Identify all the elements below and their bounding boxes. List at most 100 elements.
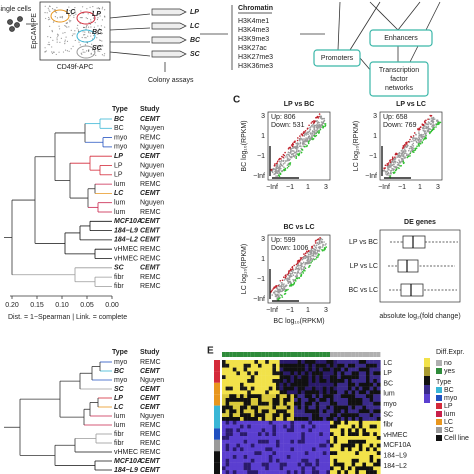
heat-cell [243,360,248,364]
colorbar [424,367,430,376]
heat-cell [225,398,230,402]
heat-cell [333,390,338,395]
heat-cell [315,466,320,471]
scatter-dot [281,282,284,284]
study-label: CEMT [140,404,161,411]
study-label: CEMT [140,395,161,402]
heat-cell [247,398,251,402]
scatter-dot [299,141,302,144]
heat-cell [344,420,349,425]
scatter-dot [392,171,395,174]
scatter-dot [315,126,318,129]
heat-cell [225,363,230,368]
heat-cell [290,382,295,387]
heat-cell [276,436,280,440]
scatter-dot [309,255,312,258]
heat-cell [297,428,302,433]
scatter-dot [318,130,320,132]
heat-cell [340,470,345,474]
heat-cell [247,405,251,410]
heat-cell [369,417,374,421]
heat-cell [297,367,302,372]
scatter-dot [319,237,321,239]
heat-cell [348,386,352,391]
scatter-dot [412,145,415,147]
facs-dot [48,41,50,43]
heat-cell [243,470,248,474]
heat-cell [297,458,302,463]
scatter-dot [316,115,319,118]
heat-cell [358,443,363,448]
heat-cell [279,443,284,448]
heat-cell [330,466,334,471]
heat-cell [283,375,287,380]
heat-cell [229,447,233,452]
axis-label: Dist. = 1−Spearman | Link. = complete [8,314,127,321]
diff-bar [243,352,248,357]
heat-cell [340,451,345,456]
heat-cell [301,401,305,406]
heat-cell [355,379,359,383]
heat-cell [276,443,280,448]
heat-cell [373,470,377,474]
heat-cell [348,398,352,402]
y-axis-label: LC log₁₀(RPKM) [353,121,360,171]
arrow [109,13,151,19]
heat-cell [366,405,370,410]
scatter-dot [295,150,298,152]
heat-cell [232,379,237,383]
heat-cell [240,375,244,380]
heat-cell [254,405,259,410]
heat-cell [366,367,370,372]
scatter-dot [293,282,295,285]
scatter-dot [411,140,413,143]
node-label: Promoters [321,55,354,62]
heat-cell [319,436,323,440]
heat-cell [232,436,237,440]
heat-cell [261,367,266,372]
chromatin-mark: H3K9me3 [238,36,269,43]
plot-frame [267,234,331,304]
scatter-dot [421,135,423,137]
heat-cell [319,401,323,406]
scatter-dot [299,137,302,139]
heat-cell [254,466,259,471]
scatter-dot [432,120,435,123]
heat-cell [340,462,345,467]
heat-cell [355,436,359,440]
heat-cell [369,470,374,474]
heat-cell [355,371,359,376]
scatter-dot [383,167,386,169]
heat-cell [362,432,367,437]
heat-cell [283,428,287,433]
heat-cell [268,451,273,456]
scatter-dot [424,130,427,132]
heat-cell [315,386,320,391]
heat-cell [301,363,305,368]
heat-cell [355,390,359,395]
heat-cell [301,367,305,372]
heat-cell [308,432,313,437]
heat-cell [290,436,295,440]
heat-cell [376,401,381,406]
heat-cell [240,390,244,395]
plot-title: LP vs BC [284,101,315,108]
heat-cell [319,360,323,364]
heat-cell [254,367,259,372]
heat-cell [330,363,334,368]
heat-cell [294,458,298,463]
heat-cell [229,398,233,402]
scatter-dot [286,167,289,169]
heat-cell [315,405,320,410]
scatter-dot [317,256,319,258]
scatter-dot [395,165,397,168]
facs-dot [81,53,83,55]
scatter-dot [388,174,391,177]
heat-cell [373,420,377,425]
heat-cell [301,436,305,440]
facs-dot [96,7,98,9]
heat-cell [297,390,302,395]
diff-bar [294,352,298,357]
heat-cell [373,405,377,410]
heat-cell [286,363,291,368]
